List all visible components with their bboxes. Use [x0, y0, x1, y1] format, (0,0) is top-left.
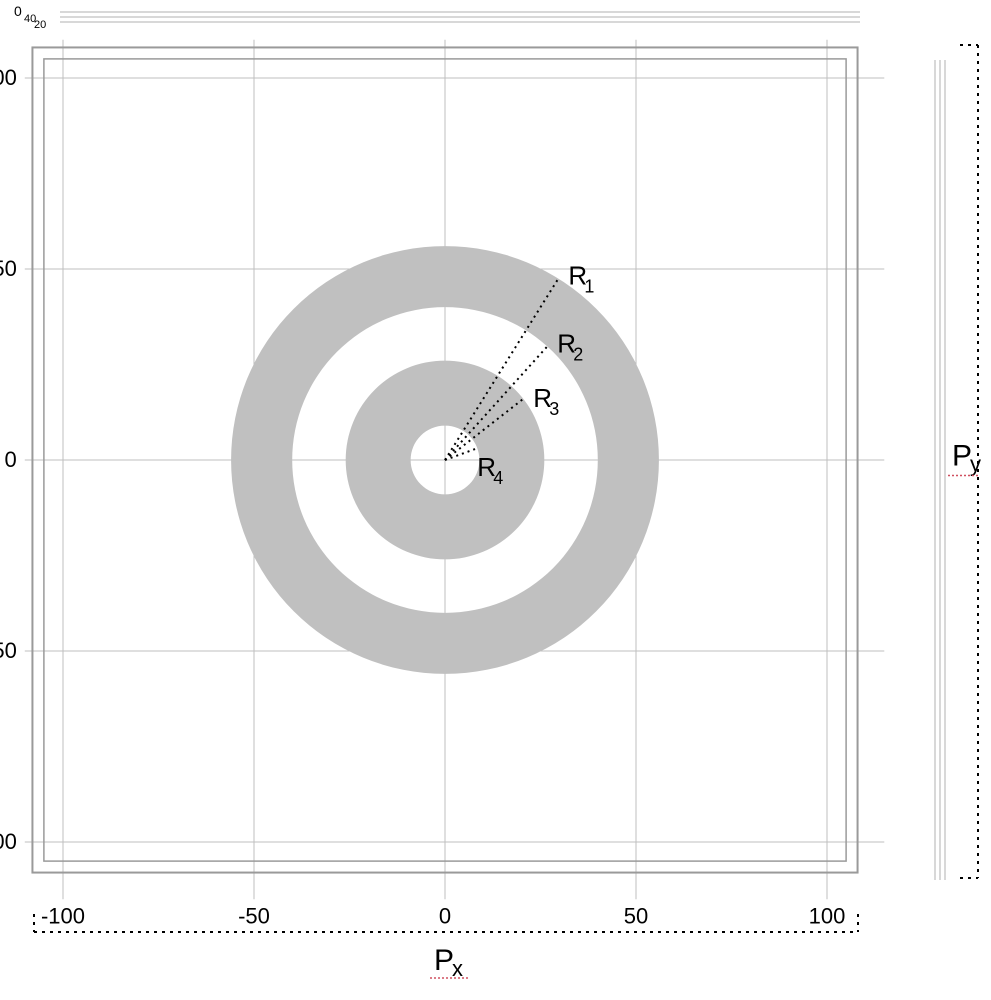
y-tick-label: 50 [0, 256, 17, 281]
dimension-px-label: P [434, 944, 454, 977]
dimension-px-sub: x [452, 956, 463, 981]
y-tick-label: 0 [5, 447, 17, 472]
diagram-svg: R1R2R3R4-100-50050100-100-5005010004020P… [0, 0, 991, 1000]
dimension-py-sub: y [970, 452, 981, 477]
radius-label-sub: 4 [493, 468, 503, 488]
x-tick-label: -50 [238, 903, 270, 928]
corner-cluster: 0 [14, 3, 22, 19]
x-tick-label: 0 [439, 903, 451, 928]
radius-label-sub: 1 [584, 277, 594, 297]
dimension-py-label: P [952, 440, 972, 473]
y-tick-label: 100 [0, 65, 17, 90]
x-tick-label: 100 [809, 903, 846, 928]
diagram-canvas: R1R2R3R4-100-50050100-100-5005010004020P… [0, 0, 991, 1000]
x-tick-label: -100 [41, 903, 85, 928]
x-tick-label: 50 [624, 903, 648, 928]
y-tick-label: -100 [0, 829, 17, 854]
radius-label-sub: 3 [549, 399, 559, 419]
radius-label-sub: 2 [573, 344, 583, 364]
corner-cluster: 20 [34, 19, 46, 31]
y-tick-label: -50 [0, 638, 17, 663]
